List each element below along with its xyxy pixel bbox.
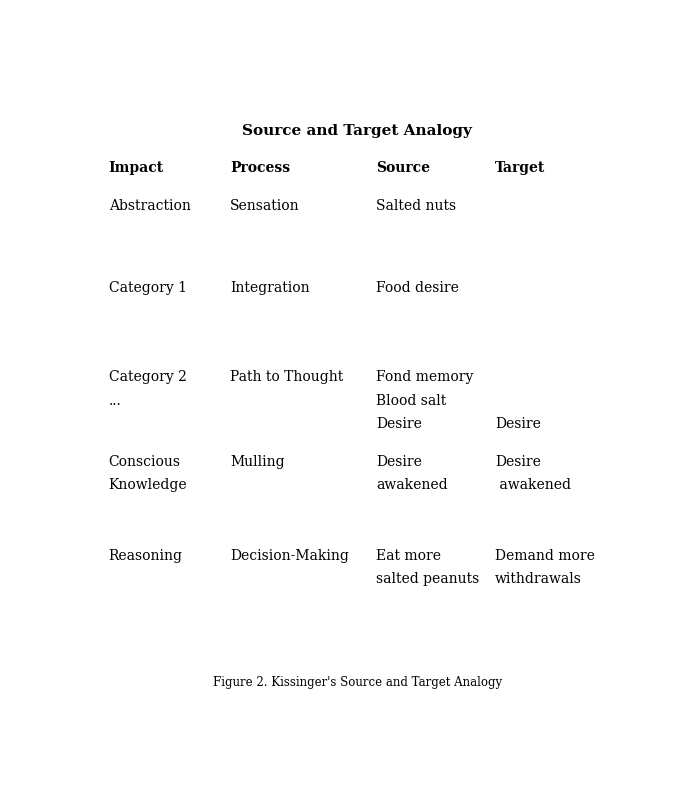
Text: Blood salt: Blood salt <box>376 394 446 407</box>
Text: Demand more: Demand more <box>495 549 595 562</box>
Text: Knowledge: Knowledge <box>109 478 187 492</box>
Text: Impact: Impact <box>109 161 164 174</box>
Text: Target: Target <box>495 161 545 174</box>
Text: Abstraction: Abstraction <box>109 199 190 214</box>
Text: Figure 2. Kissinger's Source and Target Analogy: Figure 2. Kissinger's Source and Target … <box>213 675 502 689</box>
Text: awakened: awakened <box>376 478 447 492</box>
Text: Desire: Desire <box>376 417 422 431</box>
Text: awakened: awakened <box>495 478 571 492</box>
Text: Food desire: Food desire <box>376 281 459 295</box>
Text: Path to Thought: Path to Thought <box>230 370 344 384</box>
Text: Sensation: Sensation <box>230 199 300 214</box>
Text: Eat more: Eat more <box>376 549 441 562</box>
Text: Desire: Desire <box>376 454 422 469</box>
Text: Source: Source <box>376 161 430 174</box>
Text: Integration: Integration <box>230 281 310 295</box>
Text: Category 2: Category 2 <box>109 370 187 384</box>
Text: ...: ... <box>109 394 121 407</box>
Text: Desire: Desire <box>495 454 541 469</box>
Text: Decision-Making: Decision-Making <box>230 549 349 562</box>
Text: Salted nuts: Salted nuts <box>376 199 457 214</box>
Text: Fond memory: Fond memory <box>376 370 473 384</box>
Text: Category 1: Category 1 <box>109 281 187 295</box>
Text: salted peanuts: salted peanuts <box>376 572 480 586</box>
Text: Mulling: Mulling <box>230 454 285 469</box>
Text: withdrawals: withdrawals <box>495 572 582 586</box>
Text: Source and Target Analogy: Source and Target Analogy <box>243 124 472 138</box>
Text: Desire: Desire <box>495 417 541 431</box>
Text: Conscious: Conscious <box>109 454 181 469</box>
Text: Process: Process <box>230 161 291 174</box>
Text: Reasoning: Reasoning <box>109 549 183 562</box>
